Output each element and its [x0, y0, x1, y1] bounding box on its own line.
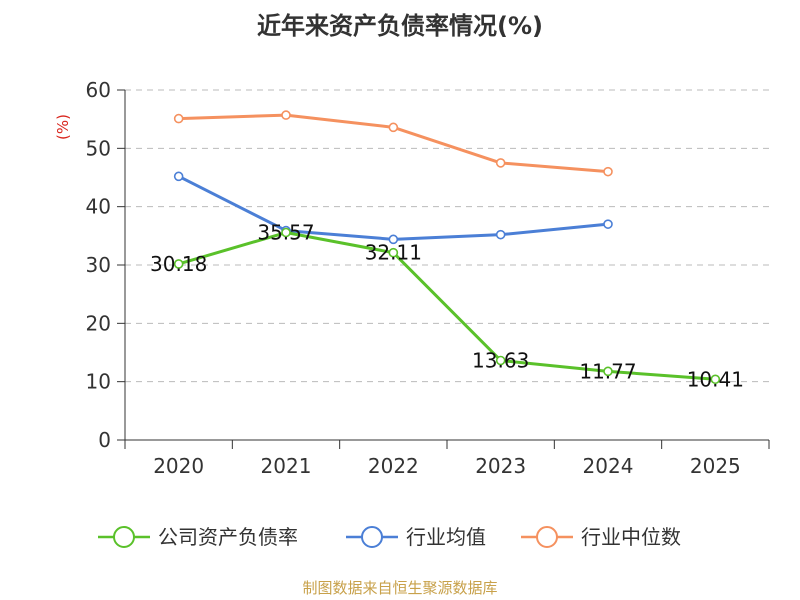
y-tick-label: 20 — [86, 311, 111, 335]
data-label-2021: 35.57 — [257, 221, 314, 245]
legend-item-1[interactable]: 行业均值 — [346, 525, 486, 549]
x-tick-label-2021: 2021 — [261, 454, 312, 478]
x-tick-label-2024: 2024 — [583, 454, 634, 478]
data-point[interactable] — [281, 110, 291, 120]
y-tick-label: 60 — [86, 78, 111, 102]
legend[interactable]: 公司资产负债率 行业均值 行业中位数 — [98, 525, 681, 549]
legend-label: 行业中位数 — [581, 525, 681, 549]
data-point[interactable] — [388, 247, 399, 258]
data-point[interactable] — [603, 219, 613, 229]
y-tick-label: 10 — [86, 370, 111, 394]
legend-marker-icon — [113, 526, 135, 548]
data-point[interactable] — [388, 234, 399, 245]
data-label-2024: 11.77 — [579, 359, 636, 383]
legend-item-2[interactable]: 行业中位数 — [521, 525, 681, 549]
data-label-2025: 10.41 — [687, 367, 744, 391]
data-point[interactable] — [173, 171, 184, 182]
data-point[interactable] — [388, 122, 399, 133]
data-labels: 30.18 35.57 32.11 13.63 11.77 10.41 — [150, 221, 744, 392]
series-line-1 — [177, 174, 609, 241]
data-label-2022: 32.11 — [365, 241, 422, 265]
series-2 — [173, 110, 613, 177]
data-point[interactable] — [495, 158, 506, 168]
data-label-2020: 30.18 — [150, 252, 207, 276]
legend-label: 行业均值 — [406, 525, 486, 549]
x-tick-label-2020: 2020 — [153, 454, 204, 478]
chart-title: 近年来资产负债率情况(%) — [257, 12, 543, 40]
x-tick-label-2023: 2023 — [475, 454, 526, 478]
data-point[interactable] — [495, 355, 506, 366]
data-point[interactable] — [603, 166, 613, 177]
axes: 0 10 20 30 40 50 60 2020 2021 2022 2023 2024 2025 — [86, 78, 770, 478]
y-tick-label: 40 — [86, 195, 111, 219]
data-point[interactable] — [495, 229, 506, 240]
data-point[interactable] — [281, 227, 291, 238]
series-lines — [173, 110, 721, 385]
series-1 — [173, 171, 613, 245]
series-line-0 — [178, 231, 716, 381]
y-tick-label: 50 — [86, 136, 111, 160]
legend-label: 公司资产负债率 — [158, 525, 298, 549]
source-note: 制图数据来自恒生聚源数据库 — [302, 579, 497, 597]
legend-marker-icon — [361, 526, 383, 548]
legend-item-0[interactable]: 公司资产负债率 — [98, 525, 298, 549]
y-axis-label: (%) — [54, 114, 72, 140]
y-tick-label: 30 — [86, 253, 111, 277]
data-point[interactable] — [603, 366, 613, 377]
data-point[interactable] — [173, 259, 184, 269]
data-label-2023: 13.63 — [472, 348, 529, 372]
x-tick-label-2025: 2025 — [690, 454, 741, 478]
x-tick-label-2022: 2022 — [368, 454, 419, 478]
grid-lines — [125, 89, 769, 383]
y-tick-label: 0 — [98, 428, 111, 452]
data-point[interactable] — [173, 113, 184, 124]
data-point[interactable] — [710, 374, 721, 385]
series-0 — [173, 227, 721, 385]
legend-marker-icon — [536, 526, 558, 548]
